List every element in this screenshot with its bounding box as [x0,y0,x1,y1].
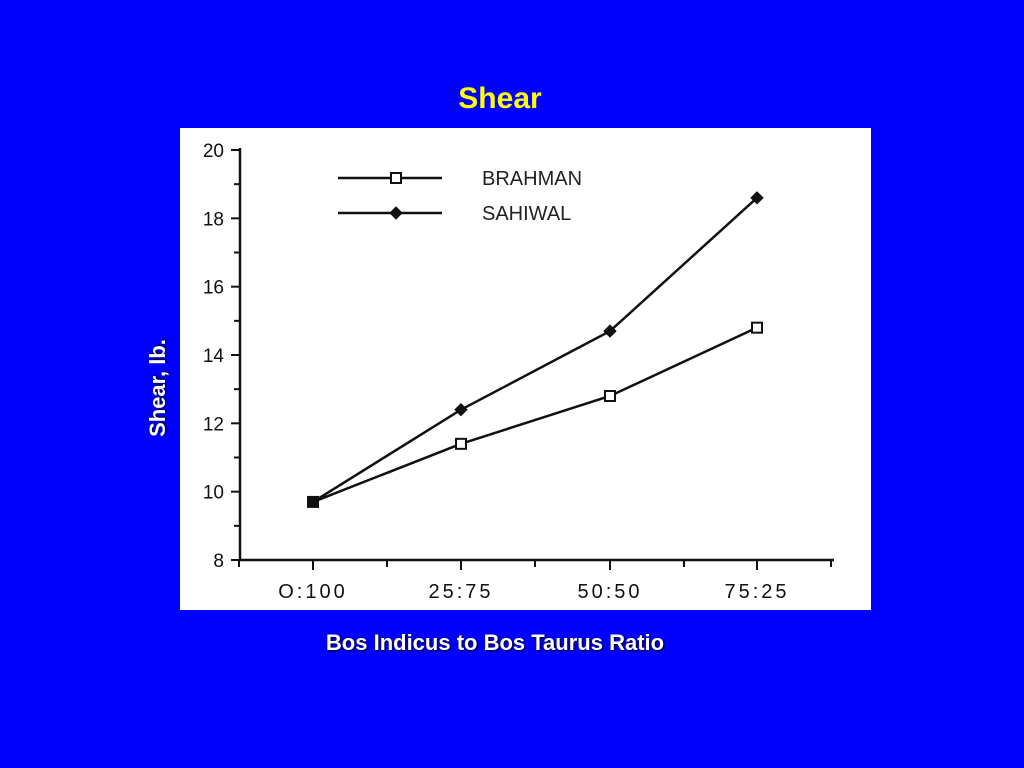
y-tick-label: 12 [203,414,224,435]
chart-title: Shear [458,82,542,115]
y-tick-label: 8 [213,551,224,572]
legend-label: SAHIWAL [482,203,571,225]
y-axis-label: Shear, lb. [145,339,170,437]
axes: 8 10 12 14 16 18 20 O:100 25:75 50:50 75:25 [203,141,834,603]
data-point-sahiwal [454,402,468,417]
plot-panel: 8 10 12 14 16 18 20 O:100 25:75 50:50 75:25 BRAHMA… [180,128,871,610]
series-line-sahiwal [312,196,758,503]
x-axis-label: Bos Indicus to Bos Taurus Ratio [325,630,665,655]
legend: BRAHMAN SAHIWAL [338,168,582,225]
x-tick-label: 25:75 [428,581,493,603]
series-line-brahman [312,326,758,504]
y-tick-label: 16 [203,278,224,299]
x-tick-label: 50:50 [577,581,642,603]
x-tick-label: 75:25 [724,581,789,603]
legend-label: BRAHMAN [482,168,582,190]
data-point-brahman [604,390,616,402]
line-chart: 8 10 12 14 16 18 20 O:100 25:75 50:50 75:25 BRAHMA… [203,141,834,603]
data-point-brahman [455,437,467,450]
legend-marker [389,206,403,220]
legend-marker [390,172,402,184]
y-tick-label: 20 [203,141,224,162]
x-tick-label: O:100 [278,581,347,603]
y-tick-label: 14 [203,346,225,367]
y-tick-label: 10 [203,483,224,504]
data-point-sahiwal [603,324,617,338]
series-layer [307,191,764,508]
y-tick-label: 18 [203,209,224,230]
data-point-shared-start [307,495,319,508]
data-point-brahman [751,321,763,334]
data-point-sahiwal [750,191,764,205]
